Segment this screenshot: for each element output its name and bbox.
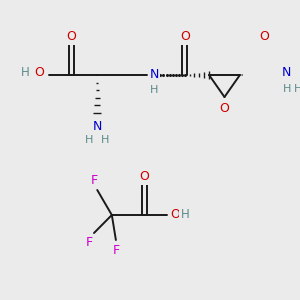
- Text: H: H: [294, 84, 300, 94]
- Text: H: H: [101, 135, 110, 145]
- Text: H: H: [283, 84, 291, 94]
- Text: H: H: [20, 67, 29, 80]
- Text: F: F: [112, 244, 119, 257]
- Text: F: F: [90, 173, 98, 187]
- Text: N: N: [93, 121, 102, 134]
- Polygon shape: [240, 70, 264, 80]
- Text: N: N: [149, 68, 159, 82]
- Text: H: H: [180, 208, 189, 221]
- Text: H: H: [150, 85, 158, 95]
- Text: N: N: [282, 67, 292, 80]
- Text: O: O: [170, 208, 180, 221]
- Text: H: H: [85, 135, 93, 145]
- Text: O: O: [180, 31, 190, 44]
- Text: O: O: [66, 31, 76, 44]
- Text: O: O: [259, 31, 269, 44]
- Text: O: O: [220, 103, 230, 116]
- Text: O: O: [34, 67, 44, 80]
- Text: O: O: [139, 170, 149, 184]
- Text: F: F: [85, 236, 93, 250]
